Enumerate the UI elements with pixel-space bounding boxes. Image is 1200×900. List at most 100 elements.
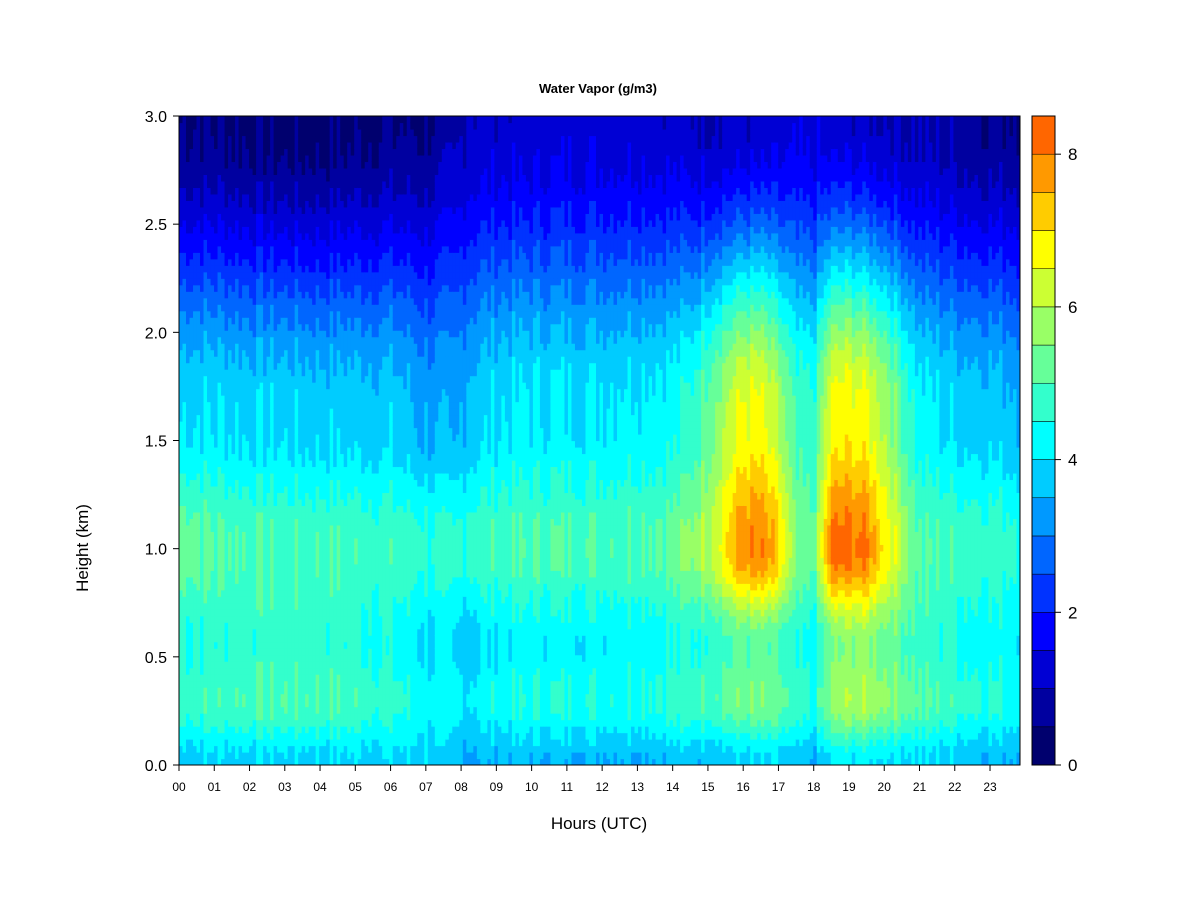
heatmap-cell (347, 446, 352, 455)
heatmap-cell (280, 135, 285, 143)
heatmap-cell (277, 466, 282, 474)
heatmap-cell (252, 609, 257, 617)
heatmap-cell (207, 122, 212, 130)
heatmap-cell (287, 330, 292, 338)
heatmap-cell (270, 596, 275, 604)
heatmap-cell (291, 719, 296, 727)
heatmap-cell (333, 596, 338, 604)
heatmap-cell (291, 226, 296, 234)
heatmap-cell (182, 485, 187, 494)
heatmap-cell (329, 323, 334, 331)
heatmap-cell (179, 758, 184, 765)
heatmap-cell (266, 602, 271, 610)
heatmap-cell (340, 258, 345, 266)
heatmap-cell (270, 505, 275, 513)
heatmap-cell (280, 713, 285, 721)
heatmap-cell (340, 700, 345, 708)
heatmap-cell (256, 265, 261, 273)
heatmap-cell (305, 213, 310, 221)
heatmap-cell (329, 356, 334, 364)
heatmap-cell (270, 719, 275, 727)
heatmap-cell (266, 518, 271, 526)
heatmap-cell (273, 752, 278, 760)
heatmap-cell (312, 174, 317, 182)
heatmap-cell (189, 148, 194, 156)
heatmap-cell (203, 557, 208, 565)
heatmap-cell (340, 667, 345, 675)
heatmap-cell (235, 472, 240, 481)
heatmap-cell (315, 141, 320, 150)
heatmap-cell (336, 116, 341, 124)
heatmap-cell (196, 622, 201, 630)
heatmap-cell (256, 550, 261, 558)
heatmap-cell (210, 732, 215, 740)
heatmap-cell (284, 187, 289, 195)
heatmap-cell (256, 226, 261, 234)
heatmap-cell (287, 511, 292, 519)
heatmap-cell (347, 317, 352, 325)
heatmap-cell (305, 180, 310, 188)
heatmap-cell (242, 713, 247, 721)
heatmap-cell (238, 200, 243, 208)
heatmap-cell (242, 388, 247, 396)
heatmap-cell (294, 680, 299, 688)
heatmap-cell (340, 758, 345, 765)
heatmap-cell (273, 414, 278, 422)
heatmap-cell (217, 726, 222, 734)
heatmap-cell (301, 148, 306, 156)
heatmap-cell (179, 446, 184, 455)
heatmap-cell (235, 654, 240, 662)
heatmap-cell (308, 187, 313, 195)
heatmap-cell (242, 739, 247, 747)
heatmap-cell (210, 661, 215, 669)
heatmap-cell (200, 726, 205, 734)
heatmap-cell (203, 667, 208, 675)
heatmap-cell (273, 602, 278, 610)
heatmap-cell (333, 427, 338, 435)
heatmap-cell (319, 654, 324, 662)
heatmap-cell (259, 245, 264, 253)
heatmap-cell (273, 317, 278, 325)
heatmap-cell (273, 375, 278, 383)
heatmap-cell (350, 472, 355, 481)
heatmap-cell (336, 732, 341, 740)
heatmap-cell (308, 466, 313, 474)
heatmap-cell (312, 291, 317, 299)
heatmap-cell (319, 472, 324, 481)
heatmap-cell (287, 752, 292, 760)
heatmap-cell (277, 706, 282, 714)
heatmap-cell (294, 667, 299, 675)
heatmap-cell (263, 661, 268, 669)
heatmap-cell (221, 304, 226, 312)
heatmap-cell (189, 213, 194, 221)
heatmap-cell (252, 116, 257, 124)
heatmap-cell (312, 148, 317, 156)
heatmap-cell (252, 667, 257, 675)
heatmap-cell (238, 128, 243, 137)
heatmap-cell (266, 161, 271, 169)
heatmap-cell (347, 713, 352, 721)
heatmap-cell (259, 511, 264, 519)
heatmap-cell (343, 524, 348, 532)
heatmap-cell (305, 271, 310, 279)
heatmap-cell (242, 193, 247, 201)
heatmap-cell (238, 213, 243, 221)
heatmap-cell (259, 706, 264, 714)
heatmap-cell (305, 362, 310, 370)
heatmap-cell (301, 369, 306, 377)
heatmap-cell (245, 408, 250, 416)
heatmap-cell (238, 706, 243, 714)
heatmap-cell (298, 421, 303, 429)
heatmap-cell (217, 258, 222, 266)
heatmap-cell (266, 622, 271, 630)
heatmap-cell (224, 122, 229, 130)
heatmap-cell (256, 434, 261, 442)
heatmap-cell (312, 135, 317, 143)
heatmap-cell (235, 596, 240, 604)
heatmap-cell (347, 544, 352, 552)
heatmap-cell (235, 122, 240, 130)
heatmap-cell (203, 395, 208, 403)
heatmap-cell (291, 232, 296, 240)
heatmap-cell (329, 213, 334, 221)
heatmap-cell (189, 745, 194, 753)
